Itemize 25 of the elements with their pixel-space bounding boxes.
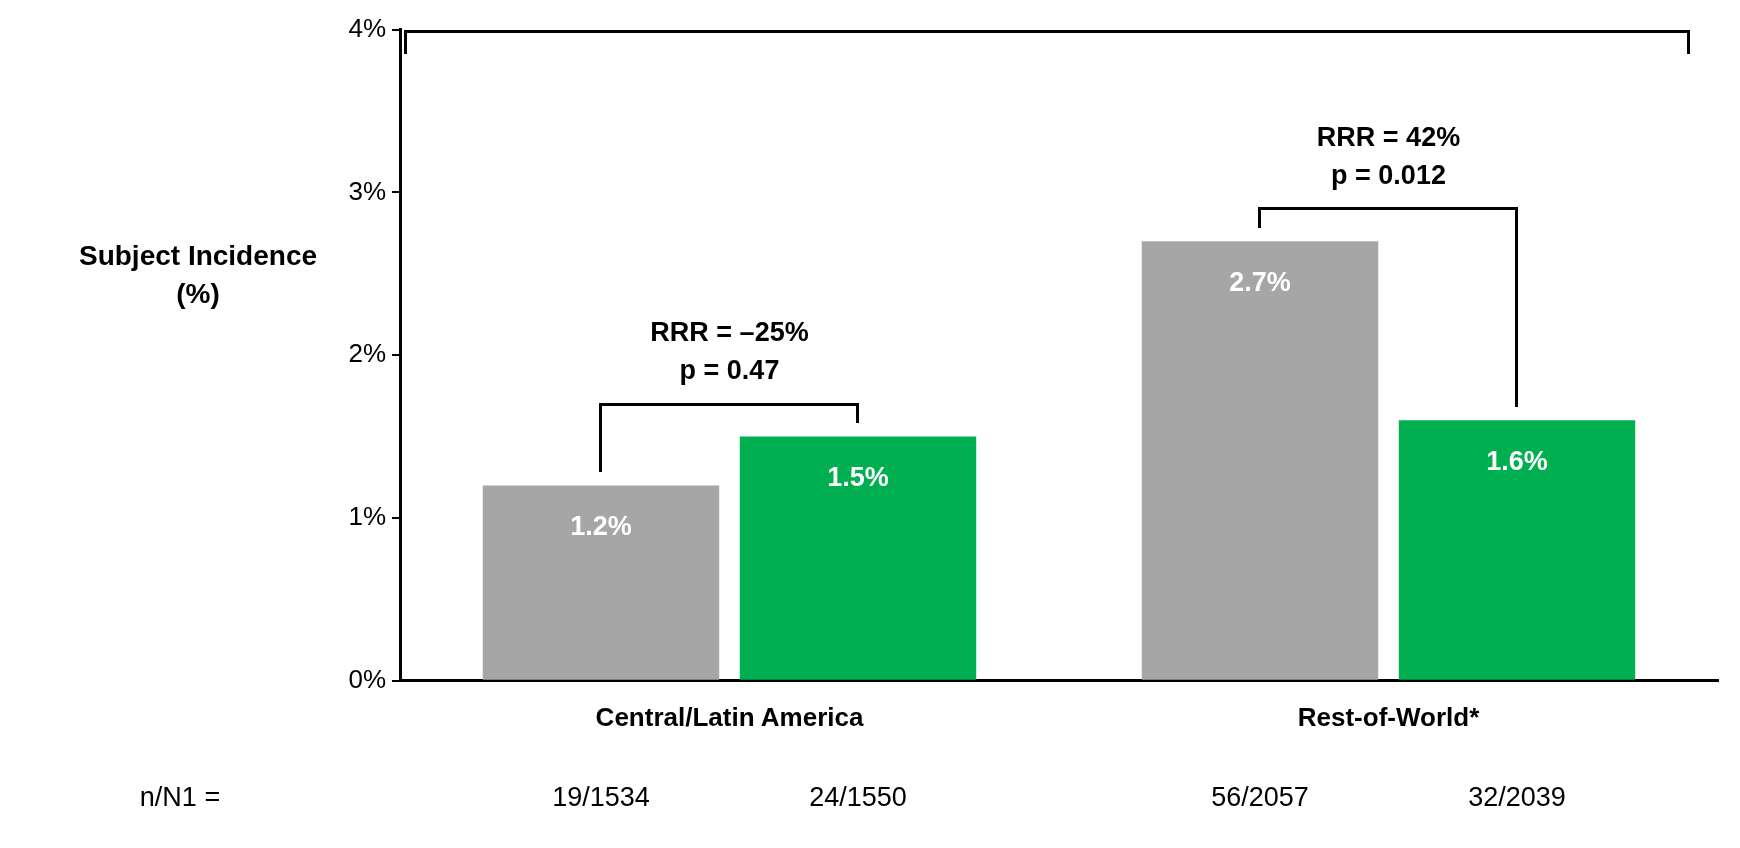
y-tick-label: 3% (348, 175, 386, 206)
data-label: 1.5% (827, 462, 889, 493)
annotation: p = 0.47 (679, 355, 780, 386)
bar (482, 485, 720, 680)
y-axis-title: Subject Incidence (%) (78, 240, 318, 310)
data-label: 1.6% (1486, 445, 1548, 476)
y-tick-label: 4% (348, 12, 386, 43)
annotation: RRR = 42% (1316, 122, 1461, 153)
x-tick-label: Central/Latin America (595, 701, 864, 732)
x-tick-label: Rest-of-World* (1297, 701, 1481, 732)
text: n/N1 = (139, 782, 221, 813)
text: 56/2057 (1211, 782, 1309, 813)
annotation: RRR = –25% (650, 317, 809, 348)
text: 32/2039 (1468, 782, 1566, 813)
y-tick-label: 0% (348, 663, 386, 694)
y-tick-label: 2% (348, 338, 386, 369)
y-tick-label: 1% (348, 501, 386, 532)
text: 24/1550 (809, 782, 907, 813)
bar (1141, 241, 1379, 680)
annotation: p = 0.012 (1331, 160, 1446, 191)
text: 19/1534 (552, 782, 650, 813)
bar (739, 436, 977, 680)
data-label: 2.7% (1229, 266, 1291, 297)
data-label: 1.2% (570, 510, 632, 541)
bar (1398, 420, 1636, 680)
